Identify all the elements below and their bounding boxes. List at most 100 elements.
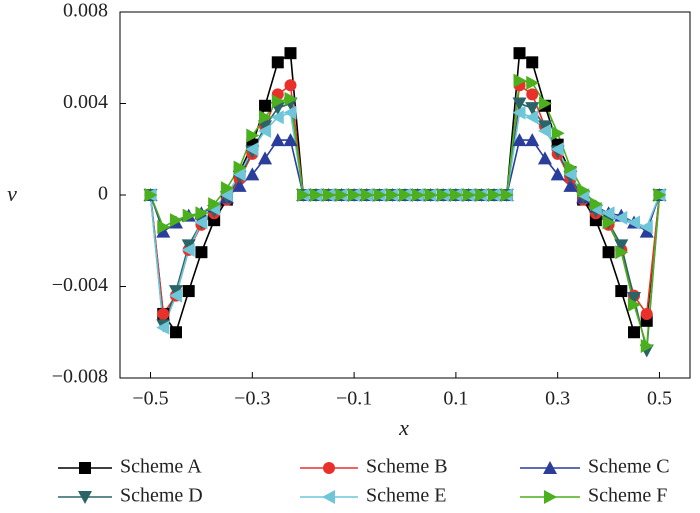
marker — [551, 126, 565, 141]
marker — [615, 285, 628, 298]
marker — [526, 75, 540, 90]
marker — [169, 213, 183, 228]
marker — [628, 326, 641, 339]
marker — [271, 94, 285, 109]
x-tick-label: −0.3 — [234, 388, 270, 410]
marker — [550, 167, 565, 181]
marker — [258, 120, 273, 134]
marker — [639, 224, 654, 238]
marker — [601, 206, 615, 221]
marker — [538, 96, 552, 111]
x-tick-label: −0.1 — [336, 388, 372, 410]
marker — [639, 220, 653, 235]
marker — [543, 461, 557, 474]
x-axis-label: x — [398, 415, 409, 440]
marker — [271, 56, 284, 69]
marker — [411, 188, 425, 202]
marker — [475, 188, 489, 202]
marker — [284, 79, 297, 92]
marker — [537, 120, 552, 134]
y-tick-label: −0.008 — [52, 366, 108, 388]
marker — [512, 105, 526, 120]
marker — [500, 188, 514, 202]
marker — [144, 188, 158, 202]
marker — [297, 188, 311, 202]
marker — [614, 210, 628, 225]
marker — [525, 133, 540, 147]
marker — [373, 188, 387, 202]
marker — [614, 239, 629, 253]
marker — [181, 242, 195, 257]
marker — [259, 110, 273, 125]
series-line — [149, 111, 661, 328]
x-tick-label: −0.5 — [132, 388, 168, 410]
marker — [232, 178, 247, 192]
marker — [628, 297, 642, 312]
marker — [653, 188, 667, 202]
marker — [182, 208, 196, 223]
marker — [168, 288, 182, 303]
marker — [577, 183, 591, 198]
marker — [512, 133, 527, 147]
marker — [513, 47, 526, 60]
marker — [259, 99, 272, 112]
marker — [563, 178, 578, 192]
y-tick-label: 0.008 — [63, 0, 108, 22]
x-tick-label: 0.1 — [443, 388, 468, 410]
marker — [169, 326, 182, 339]
marker — [232, 167, 246, 182]
marker — [615, 245, 629, 260]
x-tick-label: 0.3 — [545, 388, 570, 410]
marker — [563, 167, 577, 182]
marker — [640, 307, 653, 320]
y-axis-label: v — [7, 181, 17, 206]
marker — [246, 128, 260, 143]
marker — [322, 490, 335, 504]
marker — [79, 462, 91, 474]
marker — [544, 490, 557, 504]
marker — [386, 188, 400, 202]
marker — [208, 197, 222, 212]
marker — [157, 220, 171, 235]
y-tick-label: −0.004 — [52, 274, 108, 296]
marker — [589, 197, 603, 212]
y-tick-label: 0.004 — [63, 91, 108, 113]
x-tick-label: 0.5 — [647, 388, 672, 410]
marker — [564, 160, 578, 175]
marker — [156, 224, 171, 238]
marker — [270, 110, 284, 125]
marker — [283, 133, 298, 147]
marker — [512, 97, 527, 111]
marker — [513, 73, 527, 88]
marker — [233, 160, 247, 175]
marker — [220, 181, 234, 196]
marker — [258, 123, 272, 138]
marker — [526, 56, 539, 69]
marker — [627, 215, 641, 230]
y-tick-label: 0 — [98, 183, 108, 205]
marker — [424, 188, 438, 202]
series-line — [149, 79, 661, 347]
marker — [348, 188, 362, 202]
marker — [168, 285, 183, 299]
legend-label: Scheme D — [120, 485, 203, 507]
marker — [195, 246, 208, 259]
marker — [245, 142, 259, 157]
marker — [360, 188, 374, 202]
marker — [156, 320, 170, 335]
marker — [283, 105, 297, 120]
marker — [537, 151, 552, 165]
marker — [78, 491, 92, 504]
marker — [181, 239, 196, 253]
marker — [323, 462, 335, 474]
marker — [309, 188, 323, 202]
marker — [322, 188, 336, 202]
marker — [195, 206, 209, 221]
marker — [335, 188, 349, 202]
marker — [602, 215, 616, 230]
marker — [526, 88, 539, 101]
marker — [537, 123, 551, 138]
marker — [182, 285, 195, 298]
marker — [284, 91, 298, 106]
legend-label: Scheme B — [366, 456, 448, 478]
